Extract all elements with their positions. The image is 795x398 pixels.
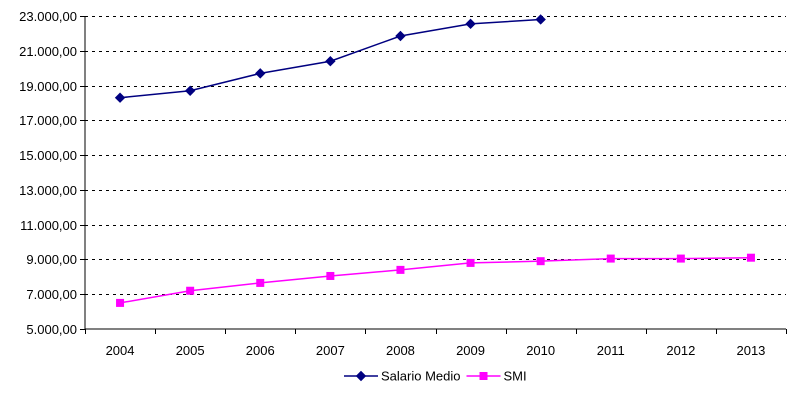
x-tick-label: 2007 (316, 343, 345, 358)
series-line (119, 256, 751, 304)
x-tick-label: 2004 (106, 343, 135, 358)
y-tick-label: 21.000,00 (19, 44, 77, 59)
y-tick-label: 17.000,00 (19, 113, 77, 128)
y-tick-label: 7.000,00 (26, 287, 77, 302)
data-point (255, 68, 266, 79)
data-point (114, 92, 126, 103)
y-tick-label: 11.000,00 (20, 218, 77, 233)
legend: Salario Medio SMI (344, 369, 527, 384)
legend-label: SMI (504, 369, 527, 384)
data-point (535, 14, 546, 25)
data-point (396, 265, 405, 274)
y-tick-label: 23.000,00 (19, 9, 77, 24)
data-point (116, 298, 125, 307)
x-tick-label: 2009 (456, 343, 485, 358)
x-tick-label: 2012 (666, 343, 695, 358)
data-point (184, 85, 196, 96)
gridlines (85, 16, 786, 295)
legend-label: Salario Medio (381, 369, 461, 384)
x-axis-ticks: 2004 2005 2006 2007 2008 2009 2010 2011 2012 2013 (85, 329, 787, 358)
y-tick-label: 13.000,00 (19, 183, 77, 198)
legend-marker (479, 372, 488, 380)
x-tick-label: 2011 (597, 343, 625, 358)
data-point (465, 18, 476, 30)
y-axis-ticks: 5.000,00 7.000,00 9.000,00 11.000,00 13.000,… (19, 9, 85, 337)
axes (84, 16, 786, 330)
y-tick-label: 5.000,00 (26, 322, 77, 337)
x-tick-label: 2008 (386, 343, 415, 358)
series-smi (116, 253, 755, 307)
data-point (606, 254, 615, 263)
x-tick-label: 2010 (526, 343, 555, 358)
data-point (746, 253, 755, 262)
legend-item-smi: SMI (466, 369, 527, 384)
data-point (326, 271, 335, 280)
data-point (536, 257, 545, 266)
legend-marker (355, 370, 367, 382)
data-point (325, 56, 336, 67)
data-point (256, 278, 265, 287)
x-tick-label: 2006 (246, 343, 275, 358)
y-tick-label: 15.000,00 (19, 148, 77, 163)
x-tick-label: 2013 (736, 343, 765, 358)
y-tick-label: 19.000,00 (19, 79, 77, 94)
data-point (186, 286, 195, 295)
legend-item-salario-medio: Salario Medio (344, 369, 461, 384)
data-point (676, 254, 685, 263)
series-salario-medio (114, 14, 546, 103)
data-point (466, 258, 475, 267)
series-layer (114, 14, 755, 307)
x-tick-label: 2005 (176, 343, 205, 358)
y-tick-label: 9.000,00 (26, 252, 77, 267)
data-point (395, 30, 406, 42)
